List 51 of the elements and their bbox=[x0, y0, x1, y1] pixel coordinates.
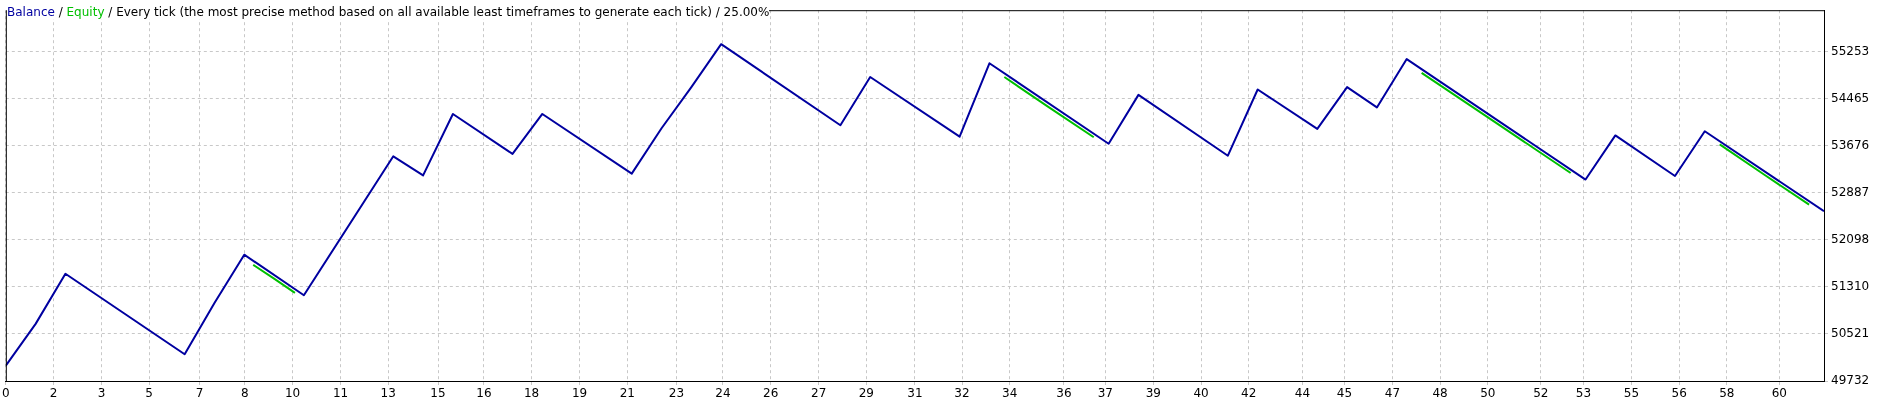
x-tick-label: 19 bbox=[571, 386, 588, 401]
x-tick-label: 60 bbox=[1771, 386, 1787, 401]
y-tick-label: 53676 bbox=[1831, 137, 1870, 152]
annotation: / bbox=[57, 5, 64, 19]
x-tick-label: 50 bbox=[1480, 386, 1496, 401]
x-tick-label: 10 bbox=[284, 386, 301, 401]
x-tick-label: 45 bbox=[1336, 386, 1353, 401]
x-tick-label: 31 bbox=[907, 386, 923, 401]
x-tick-label: 7 bbox=[195, 386, 204, 401]
x-tick-label: 32 bbox=[954, 386, 970, 401]
y-tick-label: 51310 bbox=[1831, 279, 1870, 294]
x-tick-label: 3 bbox=[97, 386, 106, 401]
x-tick-label: 42 bbox=[1241, 386, 1257, 401]
x-tick-label: 21 bbox=[619, 386, 635, 401]
y-tick-label: 55253 bbox=[1831, 43, 1870, 58]
x-tick-label: 47 bbox=[1384, 386, 1401, 401]
x-tick-label: 36 bbox=[1056, 386, 1072, 401]
x-tick-label: 55 bbox=[1623, 386, 1640, 401]
chart-subtitle: Every tick (the most precise method based on all available least timeframes to generate each tick) / 25.00% bbox=[116, 5, 770, 19]
x-tick-label: 37 bbox=[1097, 386, 1114, 401]
y-tick-label: 50521 bbox=[1831, 326, 1870, 341]
y-tick-label: 54465 bbox=[1831, 90, 1870, 105]
x-tick-label: 53 bbox=[1575, 386, 1592, 401]
x-tick-label: 27 bbox=[810, 386, 827, 401]
x-tick-label: 58 bbox=[1719, 386, 1735, 401]
x-tick-label: 44 bbox=[1294, 386, 1311, 401]
x-tick-label: 13 bbox=[380, 386, 396, 401]
x-tick-label: 29 bbox=[858, 386, 874, 401]
x-tick-label: 40 bbox=[1193, 386, 1209, 401]
text: Balance bbox=[7, 5, 55, 19]
x-tick-label: 18 bbox=[523, 386, 540, 401]
x-tick-label: 8 bbox=[241, 386, 249, 401]
x-tick-label: 16 bbox=[476, 386, 492, 401]
x-tick-label: 5 bbox=[145, 386, 154, 401]
x-tick-label: 56 bbox=[1671, 386, 1687, 401]
x-tick-label: 11 bbox=[332, 386, 349, 401]
x-tick-label: 34 bbox=[1002, 386, 1018, 401]
x-tick-label: 24 bbox=[715, 386, 731, 401]
x-tick-label: 39 bbox=[1145, 386, 1161, 401]
y-tick-label: 52098 bbox=[1831, 232, 1870, 247]
x-tick-label: 48 bbox=[1432, 386, 1448, 401]
x-tick-label: 15 bbox=[430, 386, 446, 401]
y-tick-label: 49732 bbox=[1831, 373, 1870, 388]
annotation: / bbox=[107, 5, 114, 19]
x-tick-label: 23 bbox=[668, 386, 685, 401]
x-tick-label: 2 bbox=[49, 386, 58, 401]
y-tick-label: 52887 bbox=[1831, 184, 1870, 199]
x-tick-label: 52 bbox=[1533, 386, 1549, 401]
text: Equity bbox=[66, 5, 105, 19]
x-tick-label: 26 bbox=[763, 386, 779, 401]
x-tick-label: 0 bbox=[2, 386, 10, 401]
